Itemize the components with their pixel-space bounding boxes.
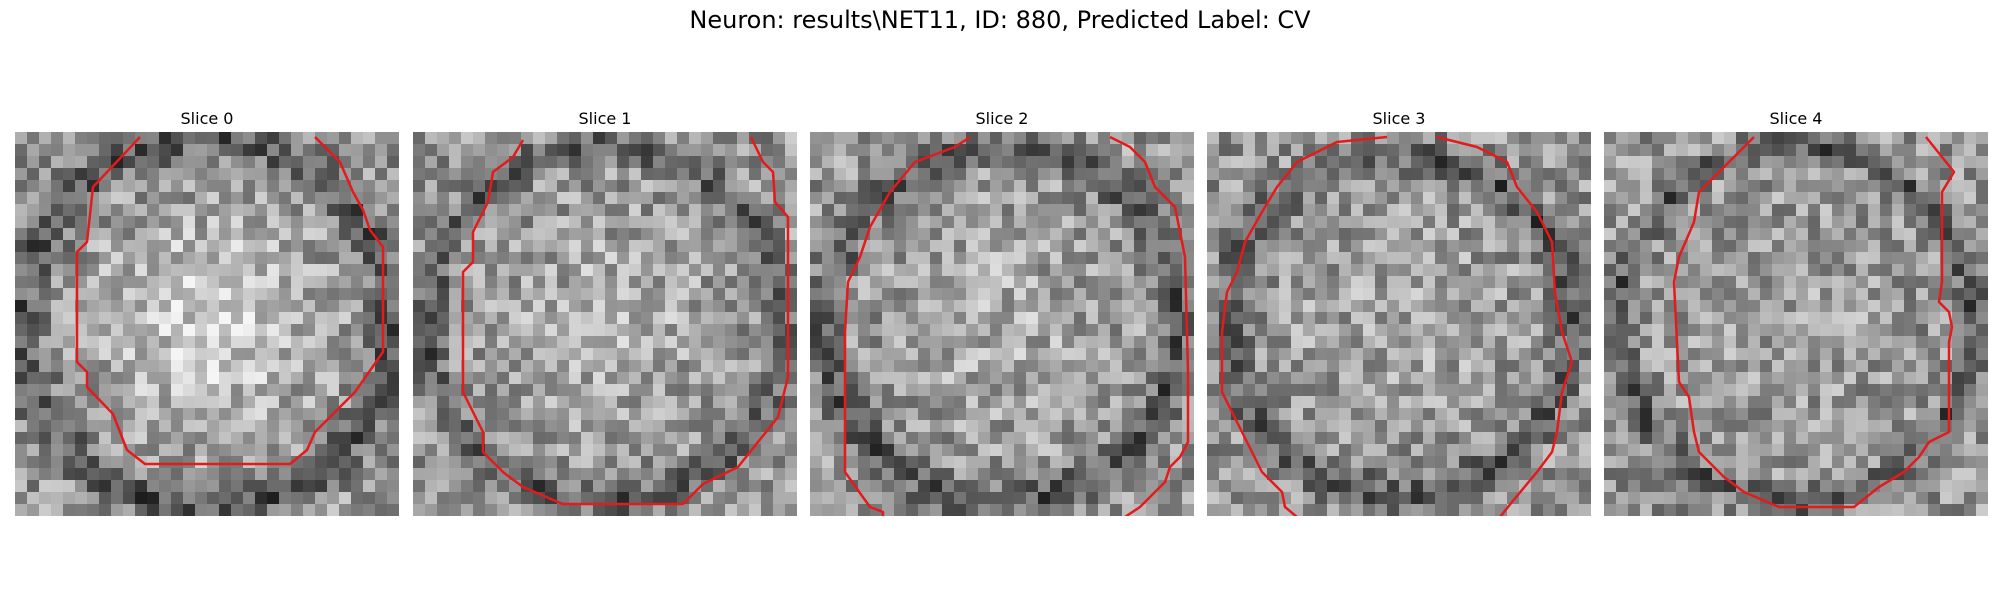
pixel-grid xyxy=(1207,132,1591,516)
contour-line xyxy=(461,136,790,506)
pixel-grid xyxy=(413,132,797,516)
figure-title: Neuron: results\NET11, ID: 880, Predicte… xyxy=(689,6,1311,34)
slice-image-3 xyxy=(1207,132,1591,516)
slice-image-0 xyxy=(15,132,399,516)
pixel-grid xyxy=(810,132,1194,516)
contour-line xyxy=(75,136,385,466)
slice-title-4: Slice 4 xyxy=(1769,109,1823,128)
slice-panel-4: Slice 4 xyxy=(1604,106,1988,516)
slice-title-2: Slice 2 xyxy=(975,109,1029,128)
contour-line xyxy=(1109,135,1190,516)
contour-line xyxy=(843,135,971,516)
slice-title-1: Slice 1 xyxy=(578,109,632,128)
pixel-grid xyxy=(15,132,399,516)
slice-panel-0: Slice 0 xyxy=(15,106,399,516)
slice-panel-2: Slice 2 xyxy=(810,106,1194,516)
slice-image-1 xyxy=(413,132,797,516)
contour-line xyxy=(1436,135,1574,516)
slice-panel-3: Slice 3 xyxy=(1207,106,1591,516)
contour-line xyxy=(1220,135,1388,516)
slice-image-4 xyxy=(1604,132,1988,516)
slice-image-2 xyxy=(810,132,1194,516)
pixel-grid xyxy=(1604,132,1988,516)
slice-title-3: Slice 3 xyxy=(1372,109,1426,128)
slice-panel-1: Slice 1 xyxy=(413,106,797,516)
contour-line xyxy=(1672,136,1956,509)
slice-title-0: Slice 0 xyxy=(180,109,234,128)
